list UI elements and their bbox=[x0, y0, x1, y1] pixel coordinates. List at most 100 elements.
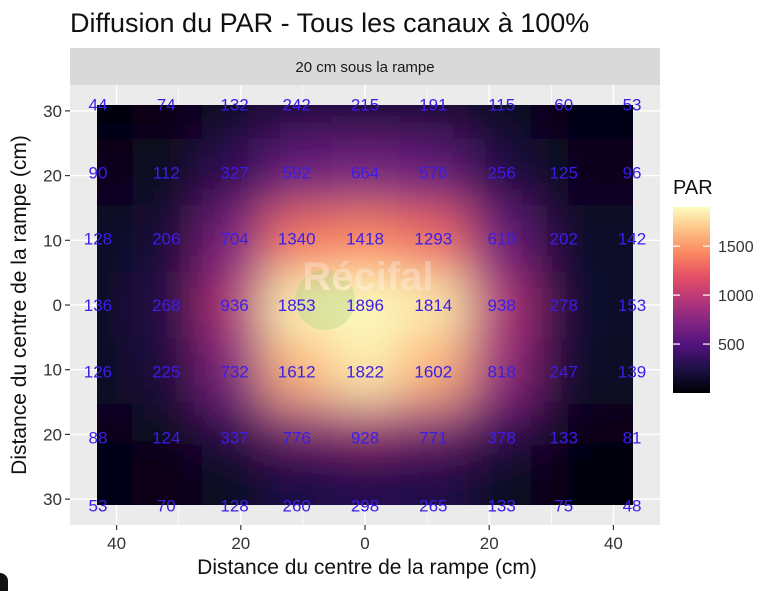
heat-cell bbox=[201, 205, 270, 274]
heat-cell bbox=[201, 338, 270, 407]
cell-value-label: 128 bbox=[220, 497, 248, 516]
cell-value-label: 74 bbox=[157, 95, 176, 114]
legend-title: PAR bbox=[673, 177, 713, 199]
cell-value-label: 268 bbox=[152, 296, 180, 315]
cell-value-label: 142 bbox=[618, 229, 646, 248]
x-axis-title: Distance du centre de la rampe (cm) bbox=[197, 556, 537, 579]
heat-cell bbox=[469, 138, 537, 208]
heatmap-surface bbox=[97, 105, 633, 505]
cell-value-label: 298 bbox=[351, 497, 379, 516]
heat-cell bbox=[567, 205, 633, 274]
cell-value-label: 260 bbox=[282, 497, 310, 516]
chart-title: Diffusion du PAR - Tous les canaux à 100… bbox=[70, 8, 589, 38]
cell-value-label: 576 bbox=[419, 163, 447, 182]
cell-value-label: 664 bbox=[351, 163, 379, 182]
cell-value-label: 1293 bbox=[414, 229, 452, 248]
cell-value-label: 1602 bbox=[414, 363, 452, 382]
cell-value-label: 327 bbox=[220, 163, 248, 182]
cell-value-label: 242 bbox=[282, 95, 310, 114]
color-legend: PAR 500 1000 1500 bbox=[673, 177, 754, 393]
window-corner bbox=[0, 573, 8, 591]
heat-cell bbox=[399, 205, 470, 274]
cell-value-label: 191 bbox=[419, 95, 447, 114]
y-axis-title: Distance du centre de la rampe (cm) bbox=[8, 135, 31, 475]
y-tick-label: 30 bbox=[43, 102, 62, 121]
heat-cell bbox=[264, 138, 332, 208]
cell-value-label: 704 bbox=[220, 229, 248, 248]
heat-cell bbox=[264, 271, 332, 341]
cell-value-label: 1814 bbox=[414, 296, 452, 315]
heat-cell bbox=[399, 441, 470, 505]
cell-value-label: 256 bbox=[487, 163, 515, 182]
heat-cell bbox=[132, 138, 203, 208]
cell-value-label: 133 bbox=[487, 497, 515, 516]
heat-cell bbox=[567, 441, 633, 505]
heat-cell bbox=[469, 205, 537, 274]
svg-text:Récifal: Récifal bbox=[302, 255, 433, 299]
y-axis: 30 20 10 0 10 20 30 bbox=[43, 102, 70, 509]
cell-value-label: 1418 bbox=[346, 229, 384, 248]
heat-cell bbox=[330, 338, 402, 407]
watermark-logo: Récifal bbox=[295, 255, 434, 330]
y-tick-label: 20 bbox=[43, 425, 62, 444]
heat-cell bbox=[201, 138, 270, 208]
heat-cell bbox=[201, 271, 270, 341]
legend-tick-label: 1500 bbox=[718, 239, 754, 256]
cell-value-label: 610 bbox=[487, 229, 515, 248]
cell-value-label: 936 bbox=[220, 296, 248, 315]
cell-value-label: 278 bbox=[550, 296, 578, 315]
heat-cell bbox=[469, 441, 537, 505]
cell-value-label: 88 bbox=[88, 429, 107, 448]
cell-value-label: 776 bbox=[282, 429, 310, 448]
cell-value-label: 48 bbox=[623, 497, 642, 516]
heat-cell bbox=[132, 271, 203, 341]
cell-value-label: 70 bbox=[157, 497, 176, 516]
y-tick-label: 10 bbox=[43, 361, 62, 380]
cell-value-label: 112 bbox=[153, 163, 180, 182]
facet-strip bbox=[70, 48, 660, 85]
cell-value-label: 53 bbox=[88, 497, 107, 516]
cell-value-label: 60 bbox=[554, 95, 573, 114]
y-tick-label: 30 bbox=[43, 490, 62, 509]
heat-cell bbox=[330, 271, 402, 341]
cell-value-label: 96 bbox=[623, 163, 642, 182]
heat-cell bbox=[567, 338, 633, 407]
cell-value-label: 44 bbox=[88, 95, 107, 114]
heat-cell bbox=[399, 138, 470, 208]
cell-value-label: 136 bbox=[84, 296, 112, 315]
cell-value-label: 938 bbox=[487, 296, 515, 315]
cell-value-label: 1340 bbox=[278, 229, 316, 248]
cell-value-label: 90 bbox=[88, 163, 107, 182]
cell-value-label: 225 bbox=[152, 363, 180, 382]
cell-value-label: 928 bbox=[351, 429, 379, 448]
heat-cell bbox=[399, 338, 470, 407]
cell-value-label: 1896 bbox=[346, 296, 384, 315]
heat-cell bbox=[264, 205, 332, 274]
cell-value-label: 378 bbox=[487, 429, 515, 448]
cell-value-label: 53 bbox=[623, 95, 642, 114]
cell-value-label: 75 bbox=[554, 497, 573, 516]
x-axis: 40 20 0 20 40 bbox=[107, 525, 623, 553]
heat-cell bbox=[132, 338, 203, 407]
cell-value-label: 818 bbox=[487, 363, 515, 382]
cell-value-label: 202 bbox=[550, 229, 578, 248]
x-tick-label: 40 bbox=[604, 534, 623, 553]
cell-value-label: 81 bbox=[623, 429, 642, 448]
heat-cell bbox=[330, 441, 402, 505]
cell-labels: 44 74 132 242 215 191 115 60 53 90 112 327 592 664 576… bbox=[84, 95, 646, 515]
cell-value-label: 206 bbox=[152, 229, 180, 248]
x-tick-label: 40 bbox=[107, 534, 126, 553]
cell-value-label: 126 bbox=[84, 363, 112, 382]
y-tick-label: 20 bbox=[43, 167, 62, 186]
heat-cell bbox=[567, 271, 633, 341]
x-tick-label: 20 bbox=[231, 534, 250, 553]
x-tick-label: 20 bbox=[480, 534, 499, 553]
cell-value-label: 1822 bbox=[346, 363, 384, 382]
x-tick-label: 0 bbox=[360, 534, 369, 553]
cell-value-label: 732 bbox=[220, 363, 248, 382]
heat-cell bbox=[469, 338, 537, 407]
legend-colorbar bbox=[673, 207, 710, 393]
legend-tick-label: 1000 bbox=[718, 288, 754, 305]
cell-value-label: 124 bbox=[152, 429, 180, 448]
